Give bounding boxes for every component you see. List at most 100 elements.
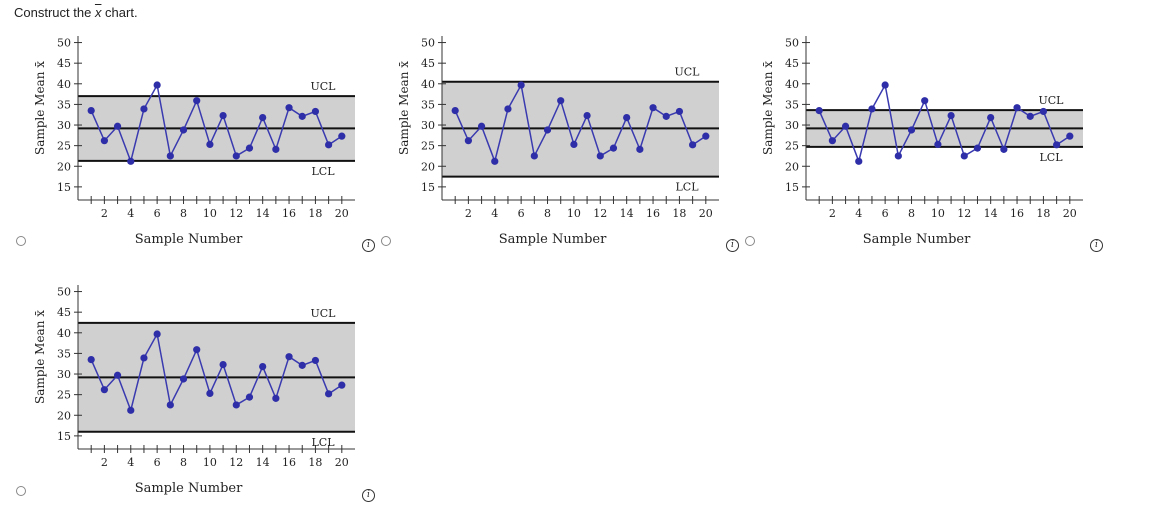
data-point: [206, 140, 214, 149]
y-axis-label: Sample Mean x̄: [33, 61, 47, 155]
x-tick-label: 16: [646, 207, 660, 220]
x-tick-label: 4: [127, 456, 134, 469]
x-axis-label: Sample Number: [135, 232, 243, 247]
x-tick-label: 2: [101, 456, 108, 469]
y-tick-label: 25: [421, 140, 435, 153]
x-tick-label: 20: [335, 207, 349, 220]
data-point: [245, 393, 254, 401]
data-point: [179, 375, 188, 383]
data-point: [649, 104, 657, 112]
data-point: [921, 97, 929, 105]
data-point: [100, 137, 108, 145]
x-tick-label: 10: [203, 456, 217, 469]
data-point: [583, 111, 591, 120]
option-c-info-icon[interactable]: i: [1090, 239, 1103, 252]
y-tick-label: 50: [421, 37, 435, 50]
y-tick-label: 45: [57, 57, 71, 70]
y-axis-label: Sample Mean x̄: [761, 61, 775, 155]
x-tick-label: 18: [308, 207, 322, 220]
x-tick-label: 16: [1010, 207, 1024, 220]
data-point: [855, 157, 863, 165]
chart-svg: 15 20 25 30 35 40 45 50 2 4 6 8 10 12 14 16 18 20 UCL LCL Sa…: [397, 36, 719, 247]
lcl-label: LCL: [311, 436, 335, 449]
data-point: [947, 111, 955, 120]
option-d-info-icon[interactable]: i: [362, 489, 375, 502]
x-axis-label: Sample Number: [135, 481, 243, 496]
data-point: [960, 152, 968, 160]
option-d-radio[interactable]: [16, 486, 26, 496]
option-a-info-icon[interactable]: i: [362, 239, 375, 252]
question-prompt: Construct the x chart.: [14, 5, 138, 20]
y-tick-label: 50: [785, 37, 799, 50]
data-point: [87, 106, 95, 115]
x-tick-label: 10: [567, 207, 581, 220]
x-tick-label: 2: [829, 207, 836, 220]
data-point: [1066, 132, 1074, 140]
option-d-chart: 15 20 25 30 35 40 45 50 2 4 6 8 10 12 14 16 18 20 UCL LCL Sa…: [28, 271, 358, 505]
data-point: [973, 144, 982, 152]
data-point: [1053, 141, 1061, 149]
data-point: [153, 81, 161, 89]
chart-svg: 15 20 25 30 35 40 45 50 2 4 6 8 10 12 14 16 18 20 UCL LCL Sa…: [33, 36, 355, 247]
data-point: [477, 122, 486, 130]
y-tick-label: 50: [57, 37, 71, 50]
x-tick-label: 4: [127, 207, 134, 220]
data-point: [623, 114, 631, 122]
data-point: [662, 112, 670, 120]
data-point: [881, 81, 889, 89]
data-point: [127, 157, 135, 165]
y-tick-label: 20: [421, 160, 435, 173]
data-point: [530, 152, 538, 160]
y-tick-label: 30: [785, 119, 799, 132]
y-tick-label: 35: [57, 347, 71, 360]
y-tick-label: 15: [57, 181, 71, 194]
x-tick-label: 8: [544, 207, 551, 220]
data-point: [1013, 104, 1021, 112]
ucl-label: UCL: [1039, 94, 1065, 107]
data-point: [868, 105, 876, 113]
x-tick-label: 20: [335, 456, 349, 469]
option-b-info-icon[interactable]: i: [726, 239, 739, 252]
y-tick-label: 40: [421, 78, 435, 91]
y-tick-label: 30: [421, 119, 435, 132]
y-tick-label: 40: [785, 78, 799, 91]
data-point: [841, 122, 850, 130]
x-tick-label: 6: [882, 207, 889, 220]
chart-svg: 15 20 25 30 35 40 45 50 2 4 6 8 10 12 14 16 18 20 UCL LCL Sa…: [761, 36, 1083, 247]
y-tick-label: 35: [421, 98, 435, 111]
data-point: [338, 132, 346, 140]
data-point: [338, 381, 346, 389]
option-b-chart: 15 20 25 30 35 40 45 50 2 4 6 8 10 12 14 16 18 20 UCL LCL Sa…: [392, 22, 722, 256]
data-point: [259, 114, 267, 122]
option-c-chart: 15 20 25 30 35 40 45 50 2 4 6 8 10 12 14 16 18 20 UCL LCL Sa…: [756, 22, 1086, 256]
x-bar-symbol: x: [94, 5, 102, 20]
x-tick-label: 4: [855, 207, 862, 220]
data-point: [232, 401, 240, 409]
data-point: [298, 361, 306, 369]
data-point: [1039, 107, 1048, 116]
data-point: [894, 152, 902, 160]
chart-svg: 15 20 25 30 35 40 45 50 2 4 6 8 10 12 14 16 18 20 UCL LCL Sa…: [33, 285, 355, 496]
x-tick-label: 4: [491, 207, 498, 220]
option-c-radio[interactable]: [745, 236, 755, 246]
x-tick-label: 12: [957, 207, 971, 220]
data-point: [907, 126, 916, 134]
y-tick-label: 40: [57, 78, 71, 91]
y-tick-label: 45: [785, 57, 799, 70]
data-point: [206, 389, 214, 398]
data-point: [113, 371, 122, 379]
x-tick-label: 14: [984, 207, 998, 220]
data-point: [232, 152, 240, 160]
x-tick-label: 6: [518, 207, 525, 220]
option-a-radio[interactable]: [16, 236, 26, 246]
data-point: [491, 157, 499, 165]
data-point: [259, 363, 267, 371]
x-tick-label: 20: [1063, 207, 1077, 220]
option-b-radio[interactable]: [381, 236, 391, 246]
data-point: [934, 140, 942, 149]
y-tick-label: 25: [57, 140, 71, 153]
question-suffix: chart.: [101, 5, 138, 20]
x-tick-label: 14: [620, 207, 634, 220]
data-point: [140, 354, 148, 362]
y-tick-label: 25: [57, 389, 71, 402]
